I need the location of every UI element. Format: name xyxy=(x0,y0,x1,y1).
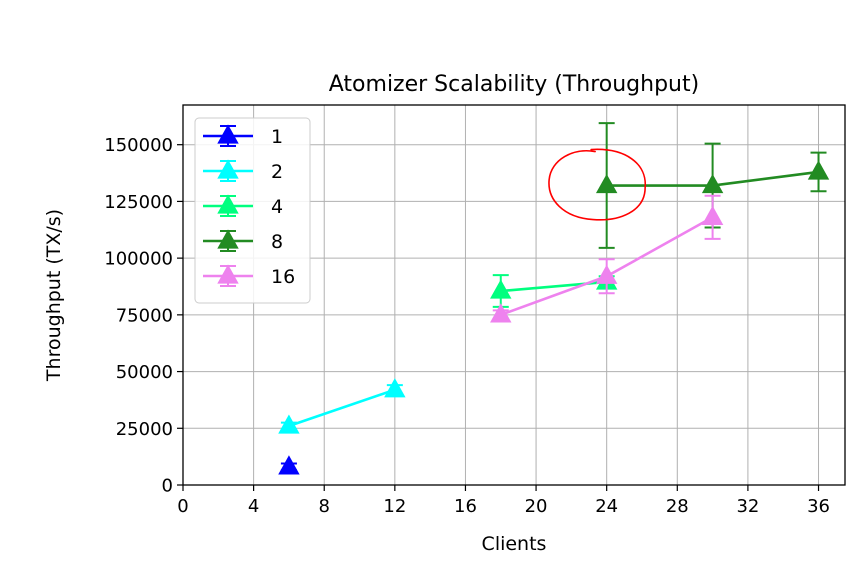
y-tick-label: 125000 xyxy=(104,192,173,213)
legend-entry-16: 16 xyxy=(203,264,295,288)
x-tick-label: 20 xyxy=(525,496,548,517)
legend-marker xyxy=(217,124,239,144)
x-tick-label: 24 xyxy=(595,496,618,517)
y-axis-label: Throughput (TX/s) xyxy=(43,209,65,382)
x-tick-label: 32 xyxy=(736,496,759,517)
x-tick-label: 28 xyxy=(666,496,689,517)
x-tick-label: 4 xyxy=(248,496,259,517)
y-tick-label: 75000 xyxy=(116,305,173,326)
legend-marker xyxy=(217,229,239,249)
x-axis-label: Clients xyxy=(482,533,547,555)
annotation-layer xyxy=(548,148,646,221)
data-point xyxy=(490,279,512,299)
legend-label: 1 xyxy=(271,126,283,148)
y-tick-label: 50000 xyxy=(116,362,173,383)
x-tick-label: 12 xyxy=(383,496,406,517)
data-point xyxy=(701,173,724,194)
legend-marker xyxy=(217,264,239,284)
legend-label: 4 xyxy=(271,196,283,218)
series-4 xyxy=(490,270,618,308)
hand-drawn-circle xyxy=(548,148,646,221)
series-1 xyxy=(278,455,300,475)
x-tick-label: 16 xyxy=(454,496,477,517)
legend-entry-4: 4 xyxy=(203,194,283,218)
y-tick-label: 25000 xyxy=(116,419,173,440)
y-tick-label: 150000 xyxy=(104,135,173,156)
x-tick-label: 0 xyxy=(177,496,188,517)
x-tick-label: 36 xyxy=(807,496,830,517)
y-tick-label: 100000 xyxy=(104,249,173,270)
legend-entry-8: 8 xyxy=(203,229,283,253)
x-tick-label: 8 xyxy=(319,496,330,517)
chart-title: Atomizer Scalability (Throughput) xyxy=(329,72,699,97)
data-point xyxy=(278,414,300,434)
data-point xyxy=(701,205,724,225)
series-line-2 xyxy=(288,388,396,428)
data-point xyxy=(807,160,830,180)
ticks: 0 4 8 12 16 20 24 28 32 3602500050000750001000001… xyxy=(104,135,830,517)
data-point xyxy=(595,173,618,194)
legend: 1 2 4 8 16 xyxy=(194,117,311,304)
legend-box xyxy=(194,117,311,304)
data-point xyxy=(278,455,300,475)
legend-entry-1: 1 xyxy=(203,124,283,148)
series-16 xyxy=(490,194,724,323)
legend-marker xyxy=(217,159,239,179)
data-point xyxy=(490,303,512,323)
series-layer xyxy=(278,122,830,475)
series-2 xyxy=(278,378,406,434)
plot-frame xyxy=(182,104,846,486)
data-point xyxy=(595,264,618,284)
data-point xyxy=(384,378,406,398)
y-tick-label: 0 xyxy=(162,476,173,497)
legend-marker xyxy=(217,194,239,214)
legend-label: 16 xyxy=(271,266,295,288)
legend-label: 2 xyxy=(271,161,283,183)
legend-entry-2: 2 xyxy=(203,159,283,183)
legend-label: 8 xyxy=(271,231,283,253)
